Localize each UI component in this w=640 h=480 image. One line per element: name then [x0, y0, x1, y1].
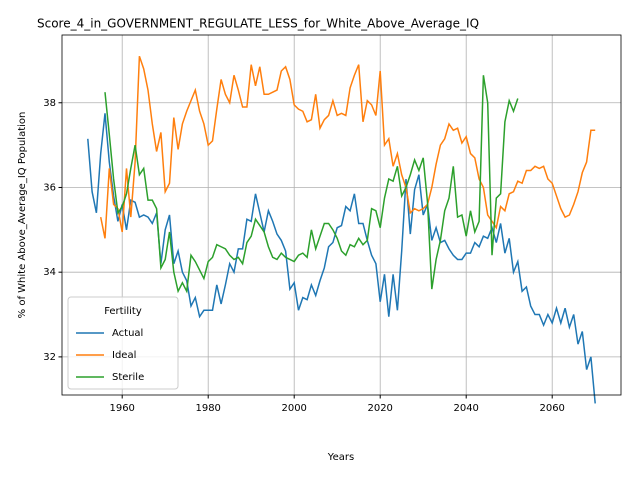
legend-box — [67, 296, 179, 390]
y-tick-label: 32 — [43, 352, 56, 363]
y-tick-label: 38 — [43, 98, 56, 109]
chart-title: Score_4_in_GOVERNMENT_REGULATE_LESS_for_… — [37, 17, 479, 31]
x-tick-label: 2060 — [539, 403, 564, 414]
y-axis-label: % of White Above_Average_IQ Population — [17, 112, 28, 319]
line-series — [99, 55, 596, 239]
plot-frame — [61, 34, 622, 396]
y-tick-label: 34 — [43, 267, 56, 278]
line-series — [104, 75, 519, 294]
y-tick-label: 36 — [43, 182, 56, 193]
x-tick-label: 1980 — [195, 403, 220, 414]
legend-title: Fertility — [104, 306, 142, 317]
legend-label: Actual — [112, 328, 143, 339]
legend-label: Sterile — [112, 372, 144, 383]
x-tick-label: 1960 — [109, 403, 134, 414]
x-tick-label: 2000 — [281, 403, 306, 414]
legend-label: Ideal — [112, 350, 136, 361]
x-axis-label: Years — [327, 452, 354, 463]
x-tick-label: 2020 — [367, 403, 392, 414]
x-tick-label: 2040 — [453, 403, 478, 414]
line-series — [87, 113, 596, 404]
